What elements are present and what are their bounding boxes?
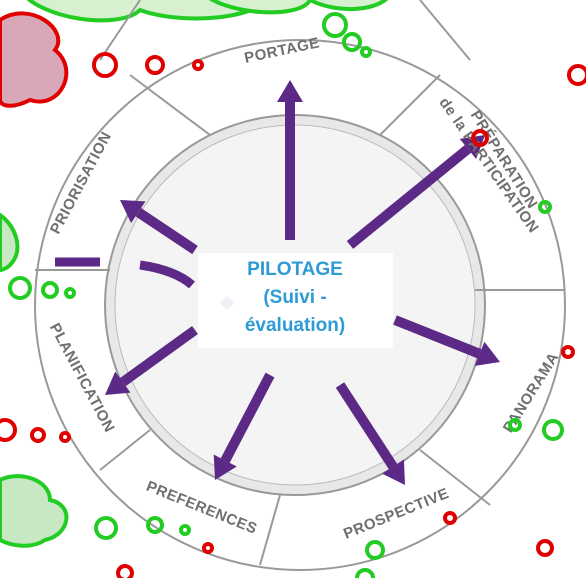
marker-circle: [542, 419, 564, 441]
marker-circle: [443, 511, 457, 525]
marker-circle: [8, 276, 32, 300]
arrows: [55, 80, 500, 485]
marker-circle: [471, 129, 489, 147]
arrow-shaft: [346, 145, 472, 249]
marker-circle: [322, 12, 348, 38]
marker-circle: [179, 524, 191, 536]
arrow-shaft: [393, 315, 482, 359]
arrow-head: [474, 341, 500, 366]
marker-circle: [0, 418, 17, 442]
marker-circle: [202, 542, 214, 554]
marker-circle: [508, 418, 522, 432]
marker-circle: [192, 59, 204, 71]
marker-circle: [92, 52, 118, 78]
center-title: PILOTAGE: [247, 259, 343, 280]
marker-circle: [41, 281, 59, 299]
marker-circle: [561, 345, 575, 359]
marker-circle: [360, 46, 372, 58]
center-subtitle: (Suivi -: [263, 287, 326, 308]
arrow-shaft: [135, 208, 198, 255]
marker-circle: [146, 516, 164, 534]
marker-circle: [94, 516, 118, 540]
marker-circle: [567, 64, 586, 86]
arrow-head: [213, 454, 237, 480]
marker-circle: [538, 200, 552, 214]
marker-circle: [355, 568, 375, 578]
marker-circle: [536, 539, 554, 557]
clouds: [0, 0, 389, 548]
arrow-shaft: [220, 372, 275, 463]
stroke: [55, 257, 195, 289]
marker-circle: [365, 540, 385, 560]
center-subtitle: évaluation): [245, 315, 345, 336]
marker-circle: [342, 32, 362, 52]
dots: [0, 12, 586, 578]
arrow-head: [277, 80, 303, 102]
arrow-head: [120, 200, 146, 224]
marker-circle: [64, 287, 76, 299]
marker-circle: [30, 427, 46, 443]
marker-circle: [145, 55, 165, 75]
marker-circle: [59, 431, 71, 443]
arrow-head: [105, 371, 131, 395]
arrow-shaft: [119, 325, 198, 387]
center-box: [198, 253, 393, 348]
arrow-shaft: [335, 382, 398, 470]
arrow-head: [382, 459, 405, 485]
arrow-head: [459, 135, 485, 159]
marker-circle: [116, 564, 134, 578]
